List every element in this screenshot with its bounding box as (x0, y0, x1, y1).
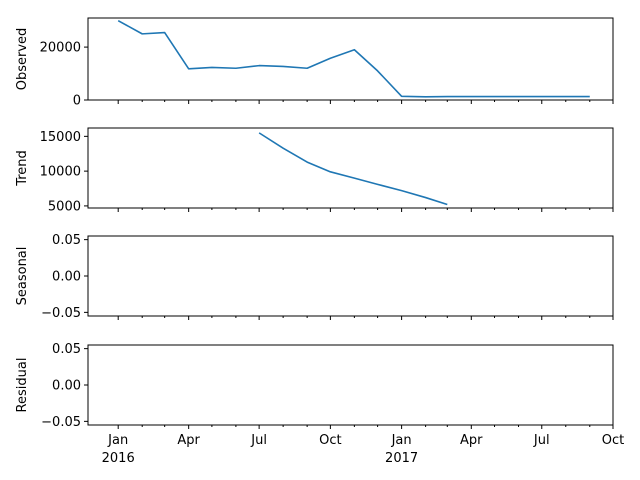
x-tick-year-label: 2016 (102, 451, 135, 466)
y-tick-label: 0.05 (52, 233, 81, 248)
y-tick-label: 20000 (40, 41, 81, 56)
y-axis-label: Observed (15, 28, 30, 91)
y-axis-label: Seasonal (15, 247, 30, 306)
panel-residual: −0.05 0.00 0.05 Residual Jan 2016 Apr Jul Oct Jan… (15, 342, 624, 466)
y-tick-label: 10000 (40, 165, 81, 180)
axis-frame (87, 17, 614, 101)
series-line-trend (258, 132, 448, 206)
y-tick-label: 0 (73, 94, 81, 109)
axis-frame (87, 235, 614, 317)
axis-frame (87, 127, 614, 209)
y-tick-label: 0.05 (52, 342, 81, 357)
y-tick-label: −0.05 (41, 415, 81, 430)
x-tick-label: Oct (319, 433, 341, 448)
x-tick-label: Jan (107, 433, 128, 448)
panel-seasonal: −0.05 0.00 0.05 Seasonal (15, 233, 614, 321)
axis-frame (87, 344, 614, 426)
x-tick-label: Jan (391, 433, 412, 448)
panel-trend: 5000 10000 15000 Trend (15, 127, 614, 214)
y-tick-label: 0.00 (52, 379, 81, 394)
y-tick-label: −0.05 (41, 306, 81, 321)
x-tick-label: Jul (250, 433, 267, 448)
x-tick-label: Apr (177, 433, 200, 448)
y-tick-label: 5000 (48, 199, 81, 214)
series-line-observed (117, 19, 590, 98)
y-tick-label: 0.00 (52, 270, 81, 285)
y-tick-label: 15000 (40, 130, 81, 145)
panel-observed: 0 20000 Observed (15, 17, 614, 109)
x-tick-label: Apr (460, 433, 483, 448)
x-tick-label: Jul (533, 433, 550, 448)
x-tick-year-label: 2017 (385, 451, 418, 466)
y-axis-label: Trend (15, 150, 30, 187)
y-axis-label: Residual (15, 358, 30, 413)
x-tick-label: Oct (602, 433, 624, 448)
